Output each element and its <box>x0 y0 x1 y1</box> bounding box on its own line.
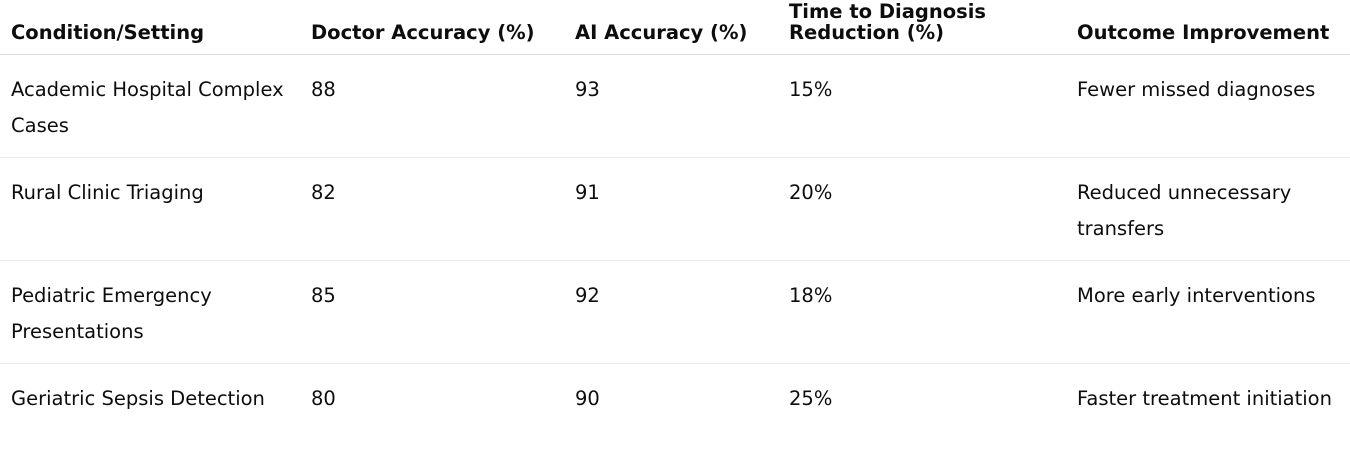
cell-ai-accuracy: 91 <box>575 180 600 204</box>
cell-outcome-improvement: More early interventions <box>1077 283 1316 307</box>
table-row: Geriatric Sepsis Detection 80 90 25% Fas… <box>0 363 1350 466</box>
cell-doctor-accuracy: 82 <box>311 180 336 204</box>
cell-outcome-improvement: Faster treatment initiation <box>1077 386 1332 410</box>
table-body: Academic Hospital Complex Cases 88 93 15… <box>0 54 1350 466</box>
cell-time-reduction: 18% <box>789 283 833 307</box>
cell-condition-setting: Geriatric Sepsis Detection <box>11 386 265 410</box>
cell-time-reduction: 15% <box>789 77 833 101</box>
cell-doctor-accuracy: 85 <box>311 283 336 307</box>
cell-doctor-accuracy: 80 <box>311 386 336 410</box>
cell-ai-accuracy: 90 <box>575 386 600 410</box>
cell-ai-accuracy: 92 <box>575 283 600 307</box>
header-doctor-accuracy: Doctor Accuracy (%) <box>311 20 535 44</box>
table-row: Pediatric Emergency Presentations 85 92 … <box>0 260 1350 363</box>
cell-doctor-accuracy: 88 <box>311 77 336 101</box>
cell-outcome-improvement: Fewer missed diagnoses <box>1077 77 1316 101</box>
table-row: Academic Hospital Complex Cases 88 93 15… <box>0 54 1350 157</box>
header-outcome-improvement: Outcome Improvement <box>1077 20 1330 44</box>
cell-condition-setting: Rural Clinic Triaging <box>11 180 204 204</box>
header-ai-accuracy: AI Accuracy (%) <box>575 20 748 44</box>
cell-outcome-improvement: Reduced unnecessary transfers <box>1077 180 1292 240</box>
header-condition-setting: Condition/Setting <box>11 20 205 44</box>
cell-condition-setting: Academic Hospital Complex Cases <box>11 77 284 137</box>
header-time-to-diagnosis-reduction: Time to Diagnosis Reduction (%) <box>778 0 1066 54</box>
cell-time-reduction: 25% <box>789 386 833 410</box>
table-row: Rural Clinic Triaging 82 91 20% Reduced … <box>0 157 1350 260</box>
header-time-to-diagnosis-reduction-text: Time to Diagnosis Reduction (%) <box>789 0 986 44</box>
cell-condition-setting: Pediatric Emergency Presentations <box>11 283 212 343</box>
header-row: Condition/Setting Doctor Accuracy (%) AI… <box>0 0 1350 54</box>
cell-ai-accuracy: 93 <box>575 77 600 101</box>
cell-time-reduction: 20% <box>789 180 833 204</box>
table-header: Condition/Setting Doctor Accuracy (%) AI… <box>0 0 1350 54</box>
